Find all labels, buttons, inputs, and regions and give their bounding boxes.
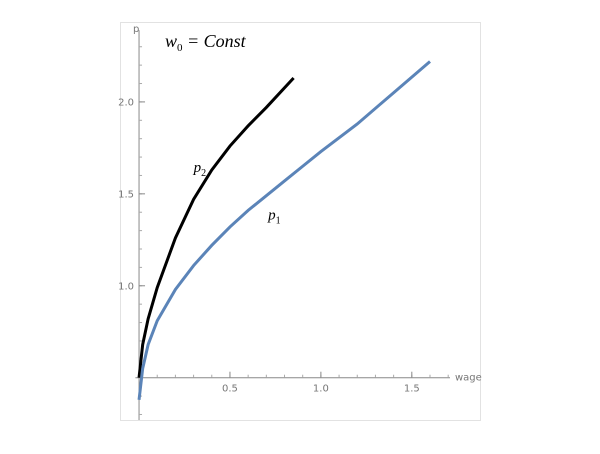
x-tick-label: 0.5: [222, 384, 238, 395]
x-axis-label: wage: [455, 373, 482, 384]
annotation-rest: = Const: [183, 31, 247, 51]
x-tick-label: 1.0: [313, 384, 329, 395]
curve-label-text: p: [267, 208, 276, 224]
annotation-text: w: [165, 31, 177, 51]
x-tick-label: 1.5: [404, 384, 420, 395]
y-tick-label: 1.0: [118, 281, 134, 292]
annotation-sub: 0: [177, 42, 183, 54]
curve-label-sub: 1: [276, 216, 281, 227]
curve-label-text: p: [193, 160, 202, 176]
curve: [137, 76, 295, 378]
y-tick-label: 2.0: [118, 97, 134, 108]
curve-label: p2: [193, 160, 207, 179]
frame: [120, 22, 481, 421]
annotation: w0 = Const: [165, 31, 247, 54]
curve-label-sub: 2: [201, 168, 206, 179]
y-axis-label: p: [133, 24, 139, 35]
curve-label: p1: [267, 208, 281, 227]
curve: [137, 60, 431, 400]
y-tick-label: 1.5: [118, 189, 134, 200]
